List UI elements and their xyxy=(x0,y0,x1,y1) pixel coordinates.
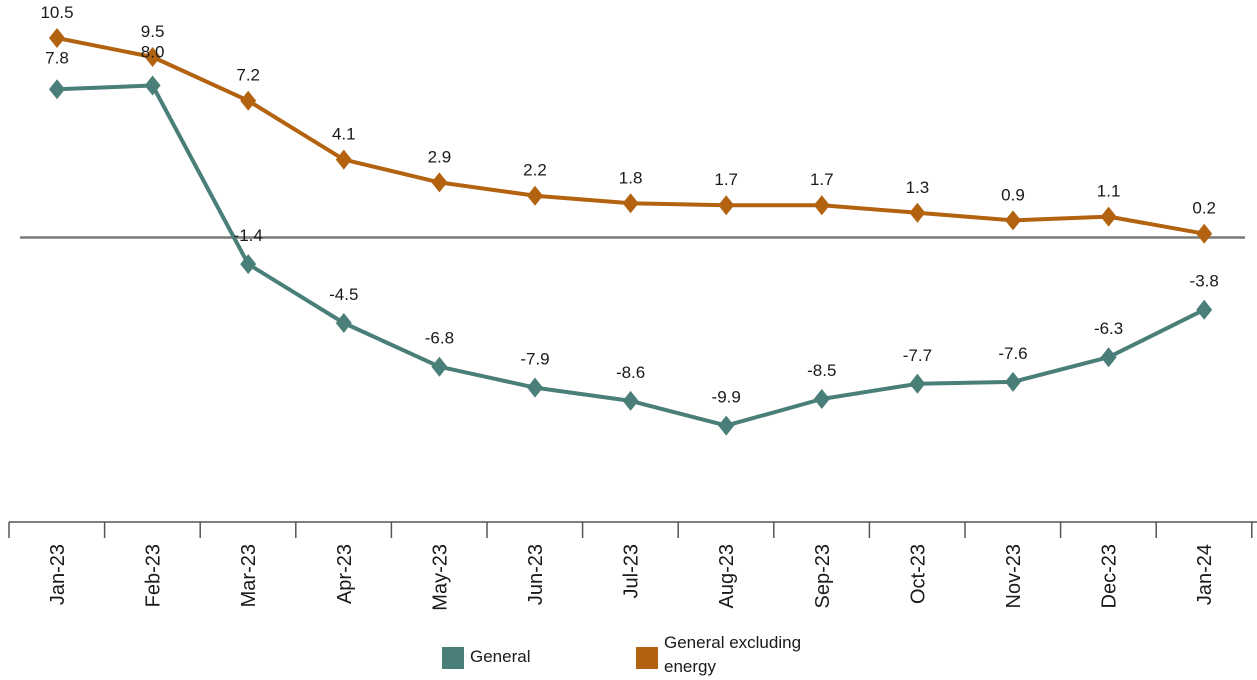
x-tick-label: Apr-23 xyxy=(334,544,356,604)
data-label-general-excluding-energy: 0.2 xyxy=(1192,199,1216,218)
data-point-general-excluding-energy xyxy=(431,172,448,193)
legend-label-general: General xyxy=(470,647,531,666)
data-point-general xyxy=(527,377,543,398)
data-label-general-excluding-energy: 0.9 xyxy=(1001,185,1025,204)
data-label-general-excluding-energy: 1.7 xyxy=(810,170,834,189)
data-point-general-excluding-energy xyxy=(49,28,65,48)
data-label-layer: 7.8 8.0 -1.4 -4.5 -6.8 -7.9 -8.6 -9.9 -8.5 -7.7 -7… xyxy=(40,3,1218,407)
x-tick-label: May-23 xyxy=(429,544,451,611)
x-tick-label: Nov-23 xyxy=(1003,544,1025,608)
data-label-general: -9.9 xyxy=(712,388,741,407)
data-label-general: -6.3 xyxy=(1094,319,1123,338)
x-tick-label: Dec-23 xyxy=(1099,544,1121,608)
data-label-general-excluding-energy: 1.7 xyxy=(714,170,738,189)
data-label-general-excluding-energy: 1.8 xyxy=(619,168,643,187)
data-point-general xyxy=(718,415,735,436)
x-tick-label: Jun-23 xyxy=(525,544,547,605)
series-layer xyxy=(49,28,1213,436)
x-tick-label: Jul-23 xyxy=(621,544,643,598)
data-label-general: -8.5 xyxy=(807,361,836,380)
data-label-general-excluding-energy: 7.2 xyxy=(236,66,260,85)
data-label-general: 8.0 xyxy=(141,43,165,62)
data-point-general xyxy=(335,313,352,333)
data-point-general xyxy=(909,373,926,394)
x-tick-label: Aug-23 xyxy=(716,544,738,609)
x-tick-label: Mar-23 xyxy=(238,544,260,607)
x-tick-label: Feb-23 xyxy=(143,544,165,607)
legend-item-general: General xyxy=(442,645,530,669)
data-point-general-excluding-energy xyxy=(240,90,257,111)
data-label-general-excluding-energy: 10.5 xyxy=(40,3,73,22)
data-label-general-excluding-energy: 1.3 xyxy=(906,178,930,197)
data-point-general xyxy=(431,356,448,377)
data-label-general: -4.5 xyxy=(329,285,358,304)
data-point-general xyxy=(1100,347,1117,368)
data-point-general-excluding-energy xyxy=(335,149,352,170)
data-point-general-excluding-energy xyxy=(909,202,926,223)
data-label-general-excluding-energy: 1.1 xyxy=(1097,182,1121,201)
data-point-general xyxy=(813,389,830,409)
data-label-general-excluding-energy: 9.5 xyxy=(141,22,165,41)
data-label-general-excluding-energy: 4.1 xyxy=(332,125,356,144)
legend-swatch-general-excluding-energy xyxy=(636,647,658,669)
legend-label-general-excluding-energy: General excluding energy xyxy=(664,633,802,676)
data-point-general-excluding-energy xyxy=(1100,206,1117,227)
data-label-general-excluding-energy: 2.2 xyxy=(523,161,547,180)
x-axis: Jan-23 Feb-23 Mar-23 Apr-23 May-23 Jun-23 Jul-… xyxy=(8,521,1257,611)
x-tick-label: Jan-24 xyxy=(1194,544,1216,605)
data-label-general: -1.4 xyxy=(234,226,263,245)
data-label-general: 7.8 xyxy=(45,48,69,67)
data-label-general: -7.6 xyxy=(998,344,1027,363)
x-tick-label: Jan-23 xyxy=(47,544,69,605)
data-label-general: -7.9 xyxy=(520,350,549,369)
data-point-general xyxy=(144,75,161,96)
data-point-general-excluding-energy xyxy=(527,185,543,206)
data-point-general-excluding-energy xyxy=(718,195,735,216)
legend-swatch-general xyxy=(442,647,464,669)
data-label-general: -6.8 xyxy=(425,329,454,348)
data-point-general xyxy=(622,390,639,411)
data-label-general: -8.6 xyxy=(616,363,645,382)
data-label-general: -7.7 xyxy=(903,346,932,365)
x-tick-label: Sep-23 xyxy=(812,544,834,609)
data-label-general-excluding-energy: 2.9 xyxy=(428,147,452,166)
x-tick-label: Oct-23 xyxy=(907,544,929,604)
data-point-general-excluding-energy xyxy=(813,195,830,216)
data-point-general-excluding-energy xyxy=(144,47,161,67)
data-point-general-excluding-energy xyxy=(622,193,639,214)
data-label-general: -3.8 xyxy=(1190,272,1219,291)
data-point-general xyxy=(1005,371,1021,392)
data-point-general-excluding-energy xyxy=(1005,210,1021,231)
data-point-general xyxy=(49,79,65,100)
data-point-general xyxy=(1196,299,1213,320)
legend-item-general-excluding-energy: General excluding energy xyxy=(636,631,836,679)
data-point-general-excluding-energy xyxy=(1196,223,1213,244)
data-point-general xyxy=(240,254,257,275)
